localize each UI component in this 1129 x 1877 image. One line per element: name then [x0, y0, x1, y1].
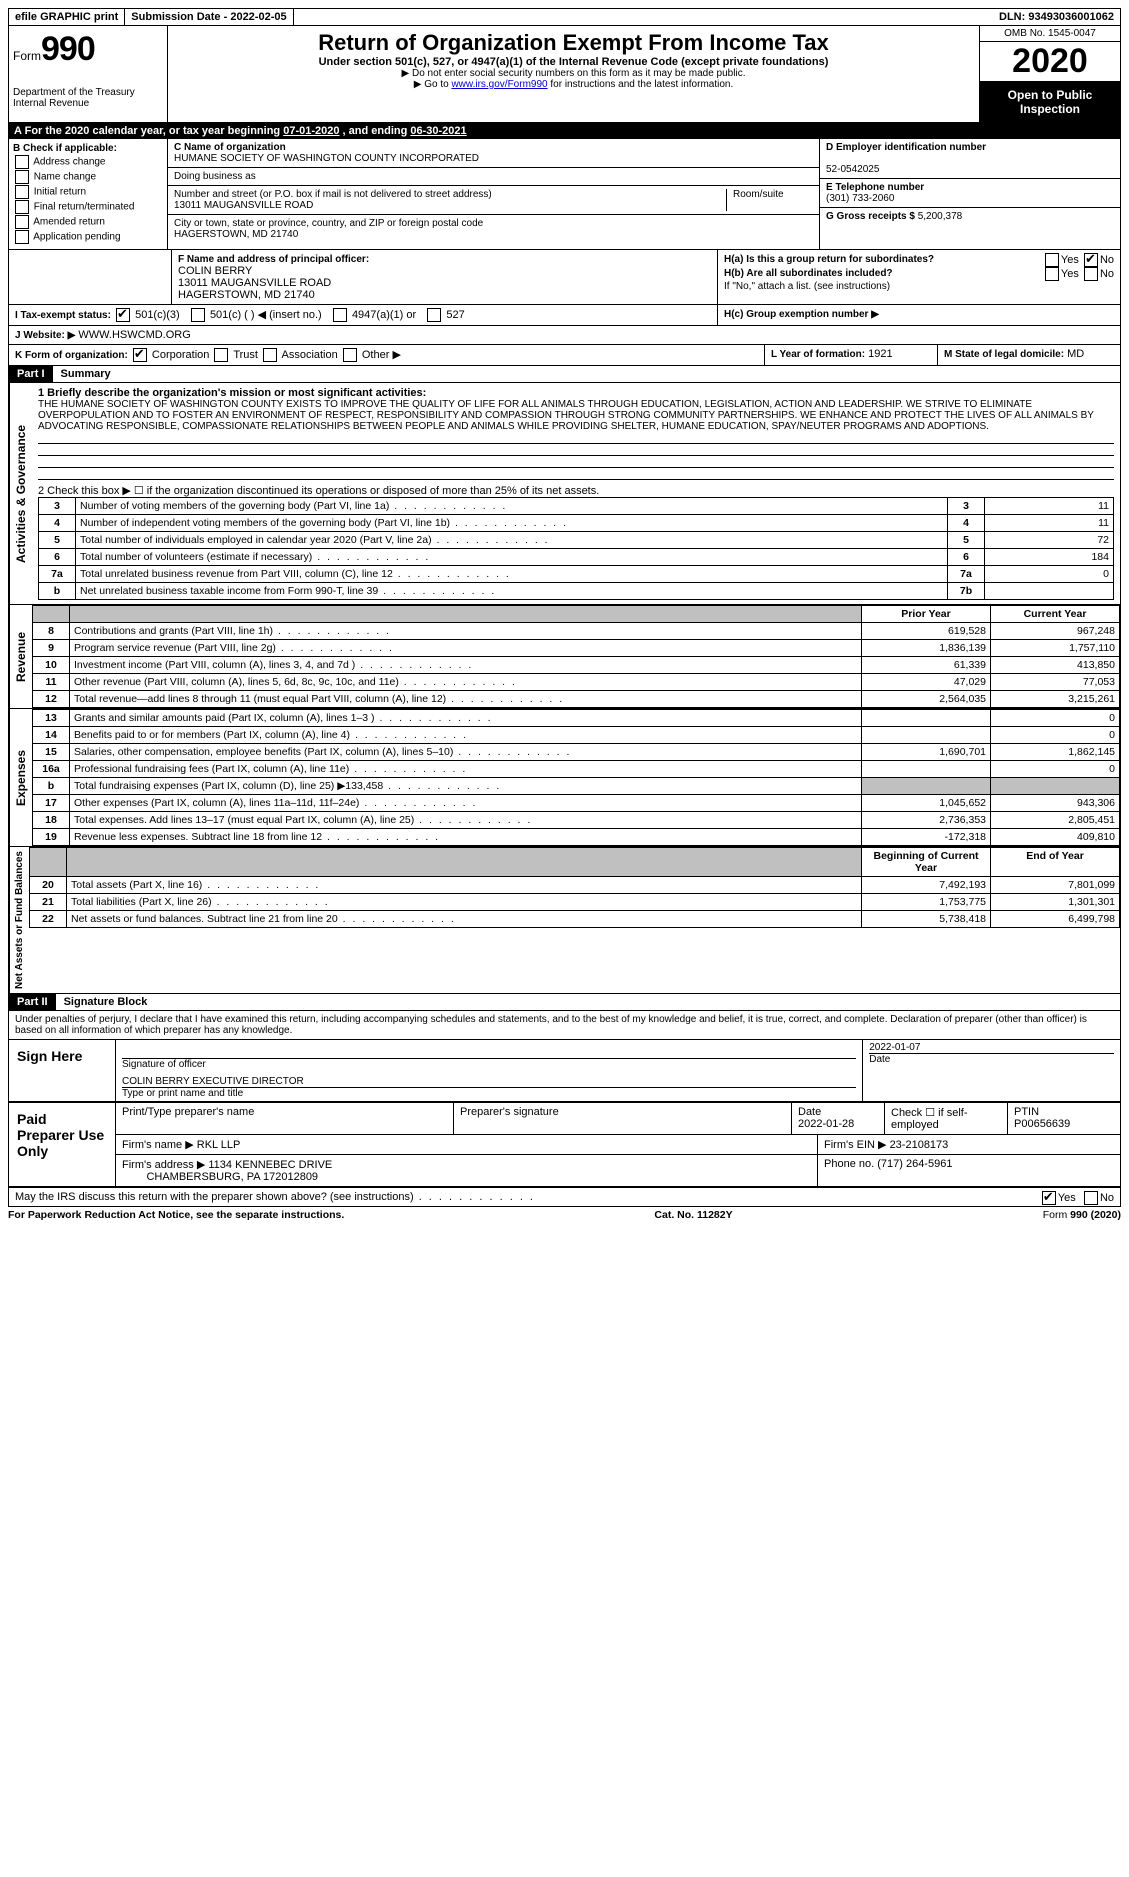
prep-date: Date2022-01-28 [792, 1103, 885, 1134]
row-klm: K Form of organization: Corporation Trus… [8, 345, 1121, 366]
form-header: Form990 Department of the Treasury Inter… [8, 26, 1121, 123]
box-f: F Name and address of principal officer:… [171, 250, 718, 304]
box-b-option: Initial return [13, 185, 163, 199]
form-title: Return of Organization Exempt From Incom… [176, 30, 971, 56]
side-expenses: Expenses [9, 709, 32, 846]
box-e-phone: E Telephone number (301) 733-2060 [820, 179, 1120, 208]
signature-block: Sign Here Signature of officer COLIN BER… [8, 1040, 1121, 1103]
mission-text: THE HUMANE SOCIETY OF WASHINGTON COUNTY … [38, 399, 1114, 432]
box-k: K Form of organization: Corporation Trus… [9, 345, 764, 365]
dept-treasury: Department of the Treasury Internal Reve… [13, 87, 163, 109]
box-c-dba: Doing business as [168, 168, 819, 186]
side-revenue: Revenue [9, 605, 32, 708]
line1-label: 1 Briefly describe the organization's mi… [38, 387, 1114, 399]
box-b-option: Address change [13, 155, 163, 169]
sig-officer-label: Signature of officer [122, 1059, 856, 1070]
prep-name-label: Print/Type preparer's name [116, 1103, 454, 1134]
officer-type-label: Type or print name and title [122, 1088, 856, 1099]
row-i: I Tax-exempt status: 501(c)(3) 501(c) ( … [8, 305, 1121, 326]
date-label: Date [869, 1054, 1114, 1065]
box-c-name: C Name of organization HUMANE SOCIETY OF… [174, 142, 813, 164]
note-ssn: ▶ Do not enter social security numbers o… [176, 68, 971, 79]
open-to-public: Open to Public Inspection [980, 82, 1120, 122]
sign-here-label: Sign Here [9, 1040, 116, 1101]
box-b-option: Application pending [13, 230, 163, 244]
top-bar: efile GRAPHIC print Submission Date - 20… [8, 8, 1121, 26]
box-h: H(a) Is this a group return for subordin… [718, 250, 1120, 304]
firm-phone: Phone no. (717) 264-5961 [818, 1155, 1120, 1186]
box-b: B Check if applicable: Address change Na… [9, 139, 168, 249]
self-employed: Check ☐ if self-employed [885, 1103, 1008, 1134]
row-f-h: F Name and address of principal officer:… [8, 250, 1121, 305]
efile-label: efile GRAPHIC print [9, 9, 125, 25]
sig-date: 2022-01-07 [869, 1042, 1114, 1053]
preparer-block: Paid Preparer Use Only Print/Type prepar… [8, 1103, 1121, 1188]
side-netassets: Net Assets or Fund Balances [9, 847, 29, 993]
expenses-table: 13Grants and similar amounts paid (Part … [32, 709, 1120, 846]
penalty-statement: Under penalties of perjury, I declare th… [8, 1011, 1121, 1040]
officer-name: COLIN BERRY EXECUTIVE DIRECTOR [122, 1076, 856, 1087]
box-g-receipts: G Gross receipts $ 5,200,378 [820, 208, 1120, 225]
irs-link[interactable]: www.irs.gov/Form990 [451, 79, 547, 90]
paid-preparer-label: Paid Preparer Use Only [9, 1103, 116, 1186]
entity-info-grid: B Check if applicable: Address change Na… [8, 139, 1121, 250]
side-governance: Activities & Governance [9, 383, 32, 604]
box-m: M State of legal domicile: MD [937, 345, 1120, 365]
box-b-option: Final return/terminated [13, 200, 163, 214]
governance-table: 3Number of voting members of the governi… [38, 497, 1114, 600]
box-l: L Year of formation: 1921 [764, 345, 937, 365]
form-subtitle: Under section 501(c), 527, or 4947(a)(1)… [176, 56, 971, 68]
part1-header: Part I Summary [8, 366, 1121, 383]
box-b-option: Amended return [13, 215, 163, 229]
discuss-row: May the IRS discuss this return with the… [8, 1188, 1121, 1207]
omb-number: OMB No. 1545-0047 [980, 26, 1120, 42]
part2-header: Part II Signature Block [8, 994, 1121, 1011]
box-b-option: Name change [13, 170, 163, 184]
row-j: J Website: ▶ WWW.HSWCMD.ORG [8, 326, 1121, 345]
line2: 2 Check this box ▶ ☐ if the organization… [38, 484, 1114, 497]
box-c-city: City or town, state or province, country… [168, 215, 819, 243]
box-d-ein: D Employer identification number 52-0542… [820, 139, 1120, 179]
note-link: ▶ Go to www.irs.gov/Form990 for instruct… [176, 79, 971, 90]
revenue-table: Prior YearCurrent Year8Contributions and… [32, 605, 1120, 708]
prep-sig-label: Preparer's signature [454, 1103, 792, 1134]
firm-ein: Firm's EIN ▶ 23-2108173 [818, 1135, 1120, 1154]
box-hc: H(c) Group exemption number ▶ [717, 305, 1120, 325]
page-footer: For Paperwork Reduction Act Notice, see … [8, 1207, 1121, 1223]
form-990-label: Form990 [13, 30, 163, 69]
firm-name: Firm's name ▶ RKL LLP [116, 1135, 818, 1154]
box-c-street: Number and street (or P.O. box if mail i… [168, 186, 819, 215]
row-a-tax-year: A For the 2020 calendar year, or tax yea… [8, 123, 1121, 139]
submission-date: Submission Date - 2022-02-05 [125, 9, 293, 25]
tax-year: 2020 [980, 42, 1120, 82]
ptin: PTINP00656639 [1008, 1103, 1120, 1134]
dln: DLN: 93493036001062 [993, 9, 1120, 25]
firm-address: Firm's address ▶ 1134 KENNEBEC DRIVE CHA… [116, 1155, 818, 1186]
netassets-table: Beginning of Current YearEnd of Year20To… [29, 847, 1120, 928]
